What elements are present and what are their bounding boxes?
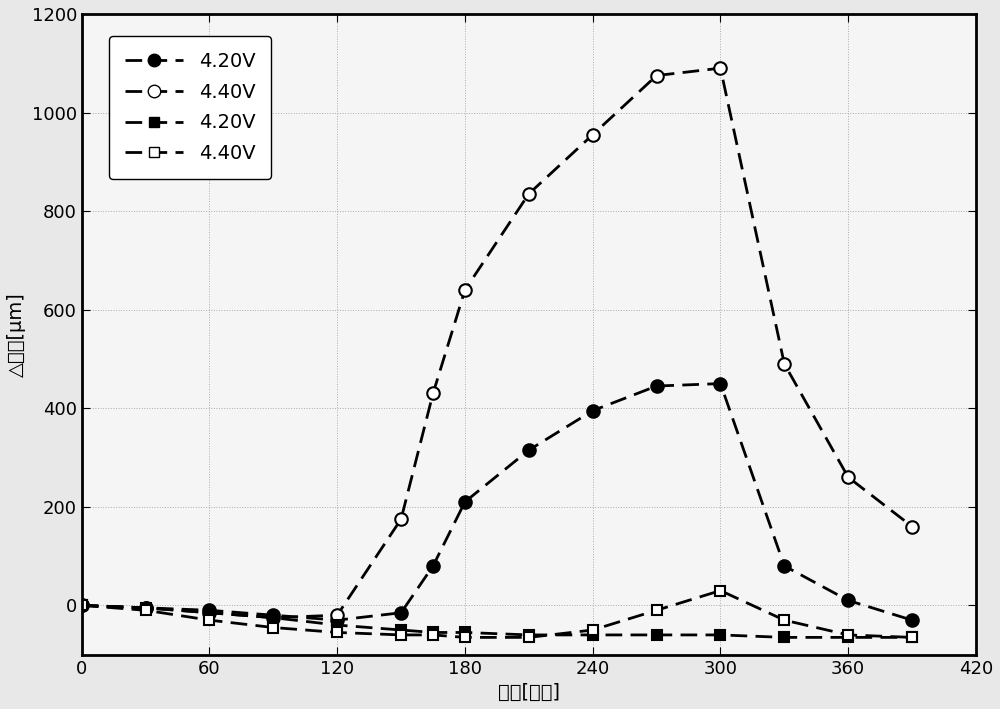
Text: 比较夕4: 比较夕4: [109, 55, 156, 74]
Text: 实施夕6: 实施夕6: [109, 142, 156, 161]
Legend: 4.20V, 4.40V, 4.20V, 4.40V: 4.20V, 4.40V, 4.20V, 4.40V: [109, 36, 271, 179]
Y-axis label: △厚度[μm]: △厚度[μm]: [7, 292, 26, 376]
X-axis label: 时间[分钟]: 时间[分钟]: [498, 683, 560, 702]
